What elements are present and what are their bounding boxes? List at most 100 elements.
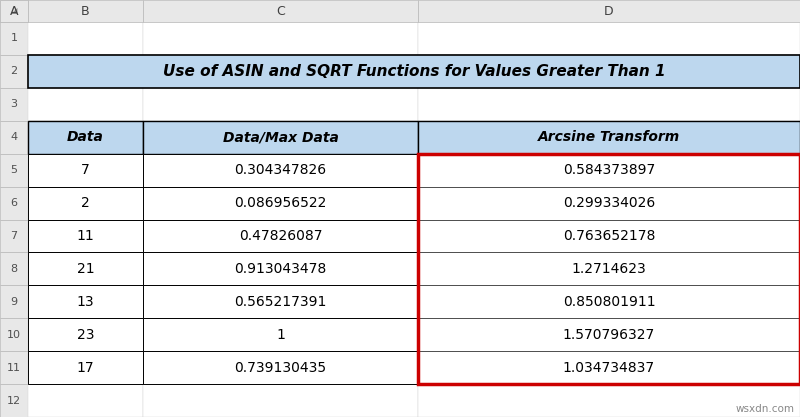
Text: 9: 9 (10, 297, 18, 307)
Bar (418, 121, 800, 154)
Bar (0, 0, 28, 22)
Bar (0, 219, 28, 252)
Bar (418, 252, 800, 285)
Bar (143, 351, 418, 384)
Bar (418, 285, 800, 318)
Bar (143, 219, 418, 252)
Bar (28, 252, 143, 285)
Bar (28, 0, 143, 22)
Bar (28, 55, 143, 88)
Bar (418, 318, 800, 351)
Bar (143, 219, 418, 252)
Bar (0, 252, 28, 285)
Bar (28, 186, 143, 219)
Bar (0, 154, 28, 186)
Bar (28, 285, 143, 318)
Bar (143, 22, 418, 55)
Text: 2: 2 (81, 196, 90, 210)
Bar (418, 351, 800, 384)
Bar (0, 22, 28, 55)
Bar (143, 384, 418, 417)
Text: 4: 4 (10, 132, 18, 142)
Text: 17: 17 (77, 361, 94, 374)
Text: 0.304347826: 0.304347826 (234, 163, 326, 177)
Bar (0, 351, 28, 384)
Bar (28, 154, 143, 186)
Bar (143, 318, 418, 351)
Bar (28, 318, 143, 351)
Text: 0.763652178: 0.763652178 (563, 229, 655, 243)
Text: 11: 11 (77, 229, 94, 243)
Bar (418, 88, 800, 121)
Bar (418, 154, 800, 384)
Bar (28, 285, 143, 318)
Bar (418, 186, 800, 219)
Bar (418, 219, 800, 252)
Text: A: A (10, 5, 18, 18)
Bar (0, 318, 28, 351)
Bar (418, 219, 800, 252)
Bar (28, 318, 143, 351)
Text: 6: 6 (10, 198, 18, 208)
Text: 0.850801911: 0.850801911 (562, 295, 655, 309)
Bar (418, 22, 800, 55)
Bar (418, 285, 800, 318)
Text: 23: 23 (77, 328, 94, 342)
Bar (418, 318, 800, 351)
Bar (143, 121, 418, 154)
Bar (143, 318, 418, 351)
Bar (143, 351, 418, 384)
Bar (28, 55, 800, 88)
Bar (143, 285, 418, 318)
Text: 0.739130435: 0.739130435 (234, 361, 326, 374)
Text: 8: 8 (10, 264, 18, 274)
Text: 0.086956522: 0.086956522 (234, 196, 326, 210)
Bar (418, 186, 800, 219)
Bar (418, 154, 800, 186)
Bar (28, 22, 143, 55)
Bar (143, 154, 418, 186)
Bar (143, 285, 418, 318)
Text: 0.565217391: 0.565217391 (234, 295, 326, 309)
Text: Use of ASIN and SQRT Functions for Values Greater Than 1: Use of ASIN and SQRT Functions for Value… (162, 64, 666, 79)
Bar (28, 219, 143, 252)
Text: B: B (81, 5, 90, 18)
Bar (143, 88, 418, 121)
Text: 0.584373897: 0.584373897 (563, 163, 655, 177)
Text: 7: 7 (10, 231, 18, 241)
Bar (143, 121, 418, 154)
Text: 7: 7 (81, 163, 90, 177)
Bar (28, 121, 143, 154)
Bar (0, 384, 28, 417)
Bar (143, 186, 418, 219)
Bar (143, 252, 418, 285)
Bar (28, 121, 143, 154)
Text: wsxdn.com: wsxdn.com (736, 404, 795, 414)
Bar (143, 55, 418, 88)
Bar (418, 154, 800, 186)
Bar (418, 351, 800, 384)
Bar (143, 154, 418, 186)
Bar (143, 0, 418, 22)
Text: D: D (604, 5, 614, 18)
Bar (28, 186, 143, 219)
Bar (28, 88, 143, 121)
Bar (28, 351, 143, 384)
Bar (28, 154, 143, 186)
Bar (0, 55, 28, 88)
Bar (418, 55, 800, 88)
Text: 1: 1 (10, 33, 18, 43)
Bar (0, 0, 28, 22)
Text: Data/Max Data: Data/Max Data (222, 130, 338, 144)
Bar (418, 252, 800, 285)
Bar (28, 351, 143, 384)
Bar (0, 88, 28, 121)
Text: 13: 13 (77, 295, 94, 309)
Bar (28, 219, 143, 252)
Bar (143, 186, 418, 219)
Text: 12: 12 (7, 396, 21, 406)
Bar (143, 252, 418, 285)
Bar (0, 186, 28, 219)
Text: C: C (276, 5, 285, 18)
Bar (418, 0, 800, 22)
